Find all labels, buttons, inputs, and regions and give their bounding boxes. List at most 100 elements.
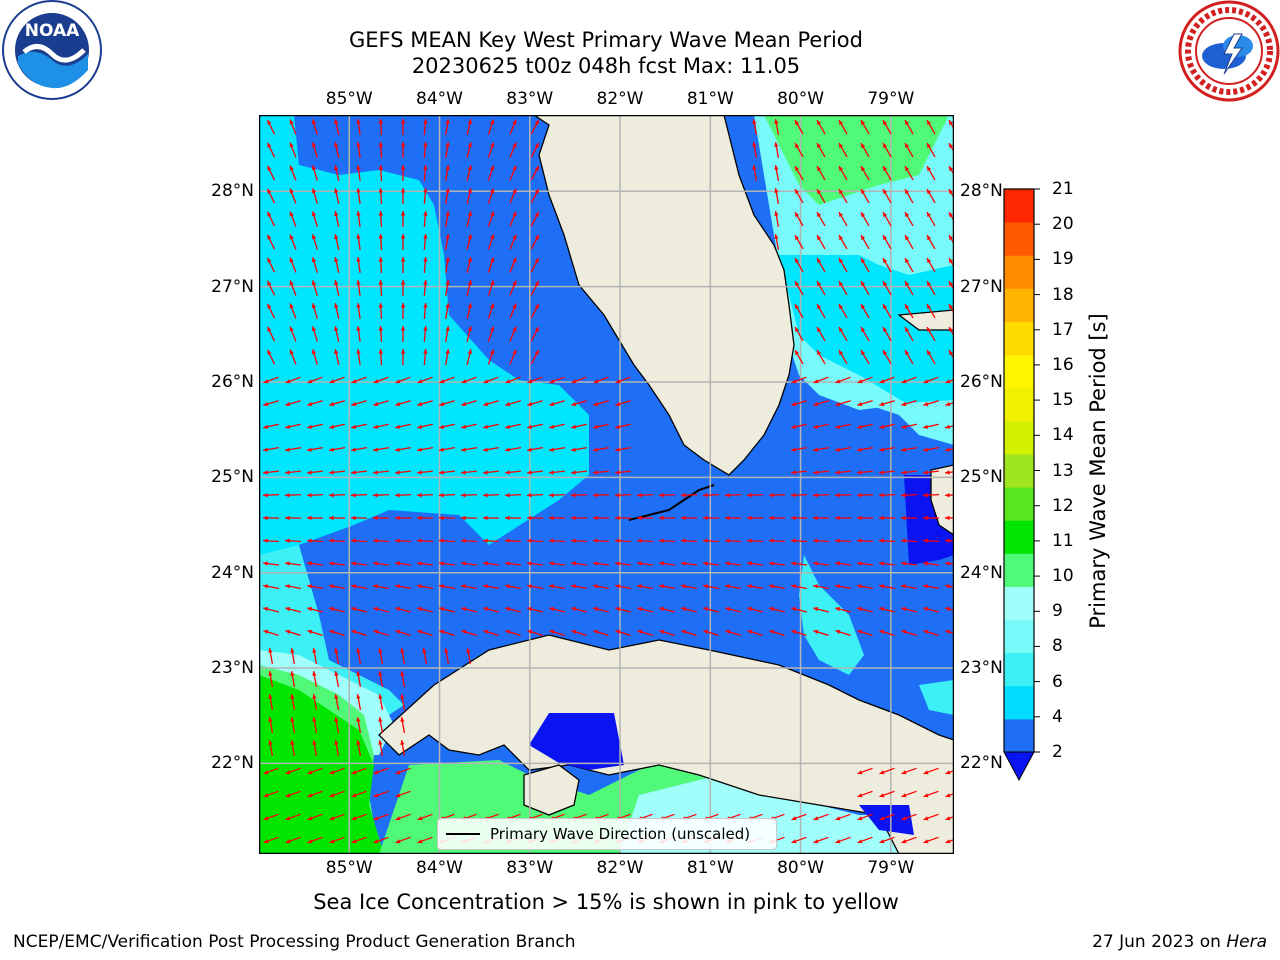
wave-direction-arrowhead bbox=[835, 493, 840, 498]
wave-direction-arrowhead bbox=[351, 839, 357, 844]
wave-direction-arrowhead bbox=[905, 189, 910, 195]
wave-direction-arrowhead bbox=[378, 740, 383, 745]
wave-direction-arrowhead bbox=[795, 281, 800, 287]
wave-direction-arrowhead bbox=[483, 584, 488, 589]
wave-direction-arrowhead bbox=[949, 235, 954, 241]
lat-tick-left: 24°N bbox=[211, 562, 254, 583]
wave-direction-arrowhead bbox=[356, 648, 361, 653]
wave-direction-arrowhead bbox=[659, 538, 664, 543]
wave-direction-arrowhead bbox=[461, 515, 466, 521]
wave-direction-arrowhead bbox=[879, 515, 884, 521]
lat-tick-right: 26°N bbox=[960, 371, 1003, 392]
wave-direction-arrowhead bbox=[334, 740, 339, 745]
wave-direction-arrowhead bbox=[945, 379, 951, 384]
wave-direction-arrowhead bbox=[549, 561, 554, 566]
wave-direction-arrowhead bbox=[593, 584, 598, 589]
wave-direction-arrowhead bbox=[329, 839, 335, 844]
wave-direction-arrowhead bbox=[747, 584, 752, 589]
wave-direction-arrowhead bbox=[681, 561, 686, 566]
wave-direction-arrowhead bbox=[795, 327, 800, 333]
wave-direction-arrowhead bbox=[423, 280, 428, 285]
wave-direction-arrowhead bbox=[329, 379, 335, 384]
wave-direction-arrowhead bbox=[307, 493, 312, 498]
wave-direction-arrowhead bbox=[593, 561, 598, 566]
wave-direction-arrowhead bbox=[505, 561, 510, 566]
wave-direction-arrowhead bbox=[311, 349, 317, 355]
wave-direction-arrowhead bbox=[263, 561, 268, 566]
colorbar-label: Primary Wave Mean Period [s] bbox=[1086, 313, 1110, 629]
wave-direction-arrowhead bbox=[725, 584, 730, 589]
wave-direction-arrowhead bbox=[263, 515, 268, 521]
wave-direction-arrowhead bbox=[490, 165, 495, 171]
wave-direction-arrowhead bbox=[351, 538, 356, 543]
wave-direction-arrowhead bbox=[290, 648, 295, 653]
wave-direction-arrowhead bbox=[395, 770, 401, 775]
wave-direction-arrowhead bbox=[285, 515, 290, 521]
wave-direction-arrowhead bbox=[593, 379, 599, 384]
wave-direction-arrowhead bbox=[439, 401, 445, 407]
wave-direction-arrowhead bbox=[791, 447, 796, 452]
wave-direction-arrowhead bbox=[505, 379, 511, 384]
colorbar-tick-label: 20 bbox=[1052, 214, 1074, 235]
wave-direction-arrowhead bbox=[417, 379, 423, 384]
wave-direction-arrowhead bbox=[439, 379, 445, 384]
wave-direction-arrowhead bbox=[817, 304, 822, 310]
wave-direction-arrowhead bbox=[817, 258, 822, 264]
wave-direction-arrowhead bbox=[263, 607, 269, 612]
wave-direction-arrowhead bbox=[534, 142, 539, 148]
wave-direction-arrowhead bbox=[311, 303, 317, 309]
wave-direction-arrowhead bbox=[857, 793, 863, 798]
wave-direction-arrowhead bbox=[901, 839, 907, 844]
wave-direction-arrowhead bbox=[901, 607, 907, 612]
wave-direction-arrowhead bbox=[879, 379, 885, 384]
wave-direction-arrowhead bbox=[813, 538, 818, 543]
wave-direction-arrowhead bbox=[312, 740, 317, 745]
wave-direction-arrowhead bbox=[703, 584, 708, 589]
wave-direction-arrowhead bbox=[312, 694, 317, 699]
wave-direction-arrowhead bbox=[879, 816, 885, 821]
wave-direction-arrowhead bbox=[549, 538, 554, 543]
wave-direction-arrowhead bbox=[334, 234, 339, 240]
lon-tick-top: 81°W bbox=[686, 89, 734, 109]
wave-direction-arrowhead bbox=[927, 281, 932, 287]
period-field-6-7-se bbox=[919, 680, 954, 715]
wave-direction-arrowhead bbox=[439, 447, 444, 452]
wave-direction-arrowhead bbox=[395, 538, 400, 543]
wave-direction-arrowhead bbox=[927, 143, 932, 149]
wave-direction-arrowhead bbox=[813, 401, 819, 407]
lat-tick-left: 26°N bbox=[211, 371, 254, 392]
wave-direction-arrowhead bbox=[334, 648, 339, 653]
wave-direction-arrowhead bbox=[285, 607, 291, 612]
wave-direction-arrowhead bbox=[795, 120, 800, 126]
wave-direction-arrowhead bbox=[505, 493, 510, 498]
wave-direction-arrowhead bbox=[334, 717, 339, 722]
wave-direction-arrowhead bbox=[423, 257, 428, 262]
wave-direction-arrowhead bbox=[923, 447, 928, 452]
wave-direction-arrowhead bbox=[373, 629, 379, 634]
wave-direction-arrowhead bbox=[725, 538, 730, 543]
wave-direction-arrowhead bbox=[439, 607, 445, 612]
wave-direction-arrowhead bbox=[571, 584, 576, 589]
wave-direction-arrowhead bbox=[681, 538, 686, 543]
wave-direction-arrowhead bbox=[549, 379, 555, 384]
wave-direction-arrowhead bbox=[534, 349, 539, 355]
wave-direction-arrowhead bbox=[861, 212, 866, 218]
florida-keys bbox=[628, 484, 715, 521]
wave-direction-arrowhead bbox=[813, 424, 819, 429]
wave-direction-arrowhead bbox=[659, 515, 664, 521]
wave-direction-arrowhead bbox=[400, 326, 406, 331]
wave-direction-arrowhead bbox=[378, 671, 383, 676]
colorbar-tick-label: 11 bbox=[1052, 530, 1074, 551]
wave-direction-arrowhead bbox=[659, 629, 665, 634]
wave-direction-arrowhead bbox=[835, 607, 841, 612]
wave-direction-arrowhead bbox=[356, 234, 361, 239]
wave-direction-arrowhead bbox=[334, 257, 339, 263]
wave-direction-arrowhead bbox=[395, 447, 400, 452]
wave-direction-arrowhead bbox=[703, 607, 709, 612]
wave-direction-arrowhead bbox=[445, 257, 450, 262]
wave-direction-arrowhead bbox=[307, 447, 312, 452]
colorbar-bin bbox=[1004, 685, 1034, 720]
wave-direction-arrowhead bbox=[615, 493, 620, 498]
wave-direction-arrowhead bbox=[285, 493, 290, 498]
wave-direction-arrowhead bbox=[817, 235, 822, 241]
